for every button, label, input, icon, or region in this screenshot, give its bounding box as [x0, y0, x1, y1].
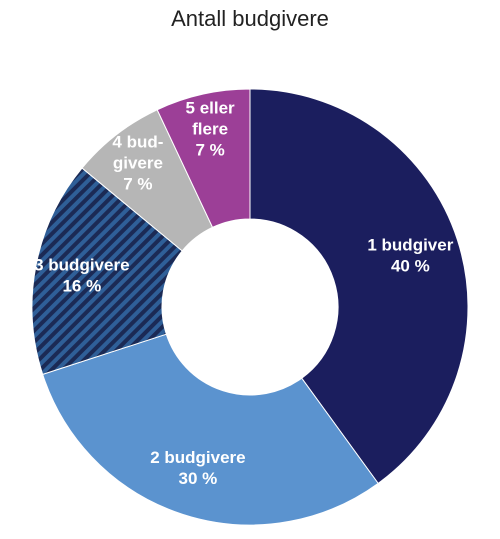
- slice-value-label-1: 40 %: [391, 256, 430, 275]
- donut-slice-5: [156, 88, 251, 229]
- slice-category-label-5: 5 eller: [186, 99, 236, 118]
- slice-value-label-3: 16 %: [62, 276, 101, 295]
- slice-category-label-3: 3 budgivere: [34, 255, 129, 274]
- slice-category-label-5: flere: [192, 120, 228, 139]
- slice-category-label-4: 4 bud-: [112, 132, 163, 151]
- slice-category-label-2: 2 budgivere: [150, 448, 245, 467]
- slice-value-label-5: 7 %: [195, 141, 224, 160]
- donut-slice-3: [31, 167, 183, 375]
- slice-category-label-4: givere: [113, 153, 163, 172]
- slice-value-label-4: 7 %: [123, 174, 152, 193]
- slice-value-label-2: 30 %: [179, 469, 218, 488]
- chart-title: Antall budgivere: [171, 6, 329, 31]
- slice-category-label-1: 1 budgiver: [367, 235, 453, 254]
- donut-slice-1: [249, 88, 469, 485]
- donut-slice-2: [42, 333, 379, 526]
